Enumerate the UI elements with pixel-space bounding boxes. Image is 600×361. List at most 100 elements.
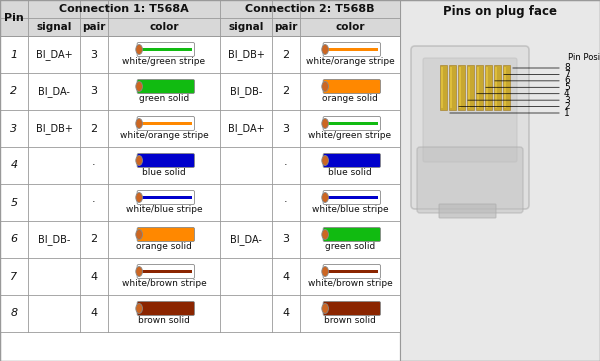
Bar — [140, 270, 192, 273]
Bar — [0, 36, 400, 73]
Bar — [220, 0, 400, 18]
Text: 6: 6 — [564, 77, 570, 85]
Text: 3: 3 — [283, 235, 290, 244]
Text: blue solid: blue solid — [142, 168, 186, 177]
Text: green solid: green solid — [325, 242, 375, 251]
Ellipse shape — [136, 304, 142, 313]
Text: 5: 5 — [10, 197, 17, 208]
Text: BI_DA+: BI_DA+ — [227, 123, 265, 134]
Text: blue solid: blue solid — [328, 168, 372, 177]
Ellipse shape — [136, 192, 142, 203]
Bar — [0, 258, 400, 295]
Ellipse shape — [136, 82, 142, 91]
Ellipse shape — [322, 304, 328, 313]
Text: brown solid: brown solid — [138, 316, 190, 325]
Text: 3: 3 — [91, 87, 97, 96]
Text: BI_DB-: BI_DB- — [230, 86, 262, 97]
Bar — [440, 65, 447, 110]
Text: BI_DA-: BI_DA- — [38, 86, 70, 97]
Text: 1: 1 — [10, 49, 17, 60]
Text: orange solid: orange solid — [136, 242, 192, 251]
Text: white/green stripe: white/green stripe — [308, 131, 392, 140]
Text: white/blue stripe: white/blue stripe — [125, 205, 202, 214]
FancyBboxPatch shape — [423, 58, 517, 162]
Ellipse shape — [136, 266, 142, 277]
Text: 8: 8 — [10, 309, 17, 318]
Text: 6: 6 — [10, 235, 17, 244]
Text: green solid: green solid — [139, 94, 189, 103]
Bar — [486, 67, 488, 108]
Text: signal: signal — [229, 22, 263, 32]
Bar — [458, 65, 465, 110]
Text: color: color — [335, 22, 365, 32]
Ellipse shape — [322, 156, 328, 165]
FancyBboxPatch shape — [137, 153, 194, 168]
FancyBboxPatch shape — [411, 46, 529, 209]
Text: 3: 3 — [10, 123, 17, 134]
Text: 8: 8 — [564, 64, 570, 73]
Bar — [326, 122, 378, 125]
FancyBboxPatch shape — [417, 147, 523, 213]
Text: 1: 1 — [564, 109, 570, 117]
Bar — [0, 221, 400, 258]
Text: white/orange stripe: white/orange stripe — [305, 57, 394, 66]
FancyBboxPatch shape — [137, 117, 194, 130]
Text: 4: 4 — [283, 271, 290, 282]
Text: BI_DB+: BI_DB+ — [35, 123, 73, 134]
FancyBboxPatch shape — [137, 191, 194, 204]
Text: Pins on plug face: Pins on plug face — [443, 5, 557, 18]
Text: 4: 4 — [10, 161, 17, 170]
Text: ·: · — [92, 161, 96, 170]
Text: white/brown stripe: white/brown stripe — [122, 279, 206, 288]
Bar — [0, 110, 400, 147]
Bar — [504, 67, 506, 108]
Text: Pin Position: Pin Position — [568, 52, 600, 61]
Bar — [468, 67, 470, 108]
Text: white/orange stripe: white/orange stripe — [119, 131, 208, 140]
Text: Connection 1: T568A: Connection 1: T568A — [59, 4, 189, 14]
Bar — [485, 65, 492, 110]
FancyBboxPatch shape — [137, 301, 194, 316]
Bar — [441, 67, 443, 108]
Ellipse shape — [322, 118, 328, 129]
Bar — [0, 147, 400, 184]
FancyBboxPatch shape — [323, 117, 380, 130]
Ellipse shape — [322, 44, 328, 55]
Bar — [140, 196, 192, 199]
Text: 7: 7 — [10, 271, 17, 282]
Bar — [326, 196, 378, 199]
Text: 3: 3 — [283, 123, 290, 134]
Text: brown solid: brown solid — [324, 316, 376, 325]
FancyBboxPatch shape — [439, 204, 496, 218]
Text: 2: 2 — [91, 235, 98, 244]
Bar — [0, 0, 400, 18]
Bar — [140, 122, 192, 125]
Text: 3: 3 — [91, 49, 97, 60]
Text: Connection 2: T568B: Connection 2: T568B — [245, 4, 375, 14]
Text: color: color — [149, 22, 179, 32]
Text: 4: 4 — [564, 89, 569, 98]
Bar — [326, 48, 378, 51]
Text: signal: signal — [37, 22, 71, 32]
Ellipse shape — [322, 192, 328, 203]
Text: 2: 2 — [283, 49, 290, 60]
FancyBboxPatch shape — [137, 43, 194, 57]
Text: BI_DA-: BI_DA- — [230, 234, 262, 245]
Ellipse shape — [136, 230, 142, 239]
Bar — [495, 67, 497, 108]
Bar — [400, 0, 600, 361]
Text: BI_DB-: BI_DB- — [38, 234, 70, 245]
Ellipse shape — [322, 230, 328, 239]
Text: 2: 2 — [91, 123, 98, 134]
Text: Pin: Pin — [4, 13, 24, 23]
Bar — [0, 0, 400, 361]
Text: 5: 5 — [564, 83, 570, 92]
FancyBboxPatch shape — [137, 265, 194, 278]
Bar — [459, 67, 461, 108]
Text: 2: 2 — [283, 87, 290, 96]
FancyBboxPatch shape — [323, 79, 380, 93]
Ellipse shape — [322, 266, 328, 277]
Bar — [476, 65, 483, 110]
Bar — [0, 0, 28, 36]
Text: 2: 2 — [10, 87, 17, 96]
